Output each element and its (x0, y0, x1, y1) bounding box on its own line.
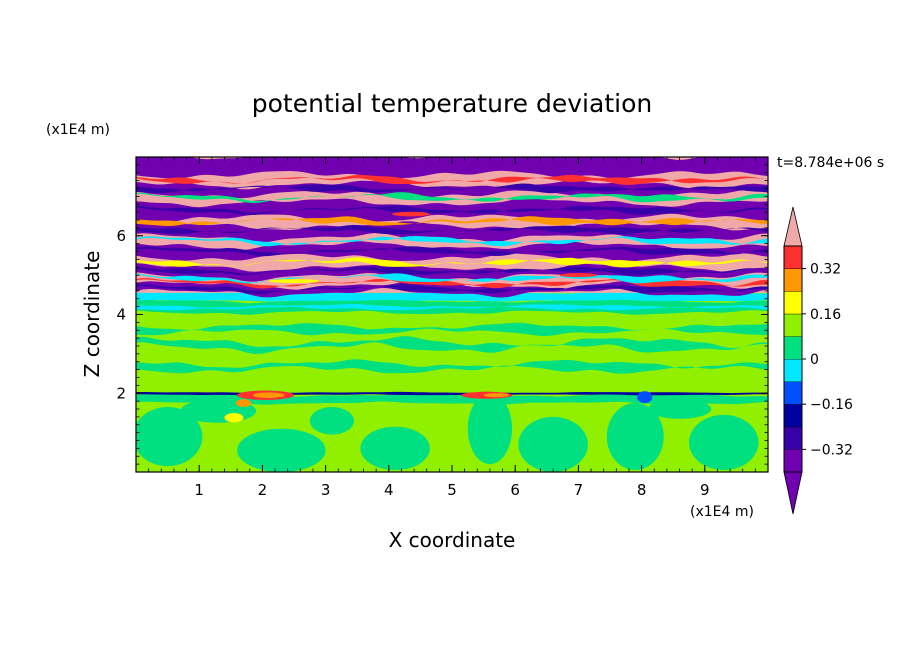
warm-streak (559, 273, 598, 278)
colorbar-tick-label: −0.32 (810, 442, 853, 458)
warm-blob (224, 412, 244, 423)
lower-cell (647, 399, 712, 419)
mid-streak (136, 336, 768, 354)
warm-anomaly-core (252, 392, 285, 398)
warm-streak (268, 279, 320, 283)
lower-cell (237, 428, 326, 472)
colorbar-swatch (784, 381, 802, 405)
x-axis-title: X coordinate (389, 528, 516, 552)
plot-area (136, 157, 768, 472)
cyan-layer (136, 304, 768, 311)
layer-edge (136, 236, 768, 247)
cold-core (136, 283, 768, 295)
inversion-layer (136, 391, 768, 396)
y-tick-label: 2 (116, 384, 126, 402)
cold-core (136, 205, 768, 216)
cold-core (136, 266, 768, 276)
x-tick-label: 4 (384, 481, 394, 499)
warm-anomaly-core (483, 393, 509, 398)
lower-cell (606, 403, 664, 471)
lower-cell (360, 426, 430, 471)
layer-edge (136, 273, 768, 284)
cool-anomaly (637, 391, 653, 404)
layer-edge (136, 216, 768, 226)
chart-title: potential temperature deviation (252, 89, 652, 118)
colorbar-under-triangle (783, 471, 803, 515)
colorbar-swatch (784, 404, 802, 427)
cold-core (136, 246, 768, 257)
y-axis: 2 4 6 (116, 164, 768, 465)
cold-core (136, 183, 768, 194)
x-tick-label: 8 (637, 481, 647, 499)
colorbar-swatch (784, 291, 802, 314)
x-tick-label: 6 (510, 481, 520, 499)
colorbar-swatch (784, 449, 802, 472)
layer-edge (136, 174, 768, 185)
cold-core (136, 224, 768, 235)
y-tick-label: 4 (116, 306, 126, 324)
colorbar-tick-label: −0.16 (810, 397, 853, 413)
lower-cell (136, 407, 203, 467)
y-tick-label: 6 (116, 227, 126, 245)
colorbar-swatch (784, 426, 802, 450)
colorbar-over-triangle (783, 206, 803, 247)
y-axis-title: Z coordinate (80, 251, 104, 378)
colorbar-swatch (784, 246, 802, 269)
time-label: t=8.784e+06 s (777, 155, 884, 171)
warm-streak (391, 211, 430, 217)
lower-cell (689, 414, 759, 471)
x-tick-label: 2 (258, 481, 268, 499)
x-tick-label: 5 (447, 481, 457, 499)
colorbar-swatch (784, 313, 802, 337)
layer-edge (136, 257, 768, 268)
cold-layer (136, 221, 768, 243)
lower-cell (309, 407, 355, 435)
x-axis: 1 2 3 4 5 6 7 8 9 (148, 157, 769, 499)
lower-cell (467, 393, 513, 465)
colorbar-tick-label: 0.16 (810, 307, 841, 323)
warm-blob (235, 399, 252, 408)
x-tick-label: 7 (574, 481, 584, 499)
x-tick-label: 3 (321, 481, 331, 499)
layer-edge (136, 277, 768, 289)
colorbar-swatch (784, 336, 802, 359)
y-unit-label: (x1E4 m) (46, 122, 110, 138)
colorbar-swatch (784, 359, 802, 382)
cold-layer (136, 197, 768, 223)
mid-streak (136, 322, 768, 336)
colorbar-tick-label: 0 (810, 352, 819, 368)
mid-streak (136, 359, 768, 374)
warm-streak (518, 218, 563, 222)
cyan-layer (136, 292, 768, 302)
lower-layer-band (136, 393, 768, 405)
x-tick-label: 9 (700, 481, 710, 499)
colorbar-tick-label: 0.32 (810, 262, 841, 278)
cold-layer (136, 157, 768, 179)
x-tick-label: 1 (194, 481, 204, 499)
layer-edge (136, 192, 768, 203)
lower-cell (518, 416, 588, 472)
x-unit-label: (x1E4 m) (690, 504, 754, 520)
colorbar-swatch (784, 268, 802, 292)
colorbar: 0.32 0.16 0 −0.16 −0.32 (783, 206, 853, 515)
